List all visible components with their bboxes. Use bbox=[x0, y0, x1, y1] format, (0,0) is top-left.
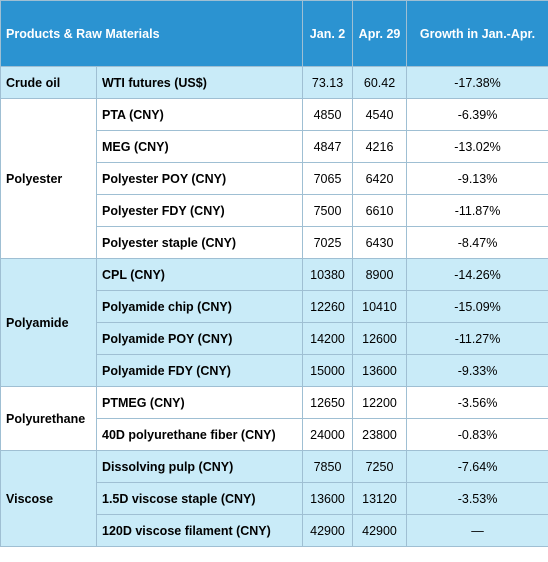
table-row: Polyester FDY (CNY) 7500 6610 -11.87% bbox=[1, 194, 548, 227]
value-cell: 73.13 bbox=[302, 66, 354, 99]
value-cell: 10410 bbox=[352, 290, 408, 323]
value-cell: 24000 bbox=[302, 418, 354, 451]
product-cell: CPL (CNY) bbox=[95, 258, 304, 291]
product-cell: Polyester staple (CNY) bbox=[95, 226, 304, 259]
table-row: Polyamide FDY (CNY) 15000 13600 -9.33% bbox=[1, 354, 548, 387]
header-cell: Products & Raw Materials bbox=[0, 0, 304, 67]
product-cell: Polyester POY (CNY) bbox=[95, 162, 304, 195]
value-cell: 14200 bbox=[302, 322, 354, 355]
value-cell: 10380 bbox=[302, 258, 354, 291]
value-cell: 12600 bbox=[352, 322, 408, 355]
value-cell: 4540 bbox=[352, 98, 408, 131]
value-cell: 13120 bbox=[352, 482, 408, 515]
table-row: 120D viscose filament (CNY) 42900 42900— bbox=[1, 514, 548, 547]
group-cell: Viscose bbox=[0, 450, 97, 547]
price-table: Products & Raw Materials Jan. 2 Apr. 29 … bbox=[0, 0, 548, 547]
value-cell: -13.02% bbox=[406, 130, 548, 163]
value-cell: 4850 bbox=[302, 98, 354, 131]
value-cell: -9.13% bbox=[406, 162, 548, 195]
table-row: Polyester PTA (CNY) 4850 4540 -6.39% bbox=[0, 98, 548, 259]
table-row: Crude oil WTI futures (US$) 73.13 60.42 -17.… bbox=[0, 66, 548, 99]
value-cell: -8.47% bbox=[406, 226, 548, 259]
table-row: Polyurethane PTMEG (CNY) 12650 12200 -3.56% bbox=[0, 386, 548, 451]
value-cell: — bbox=[406, 514, 548, 547]
value-cell: -7.64% bbox=[406, 450, 548, 483]
product-cell: PTA (CNY) bbox=[95, 98, 304, 131]
value-cell: 13600 bbox=[352, 354, 408, 387]
table-row: Polyamide CPL (CNY) 10380 8900 -14.26% bbox=[0, 258, 548, 387]
value-cell: -11.87% bbox=[406, 194, 548, 227]
header-cell: Jan. 2 bbox=[302, 0, 354, 67]
value-cell: 6610 bbox=[352, 194, 408, 227]
product-cell: MEG (CNY) bbox=[95, 130, 304, 163]
value-cell: 4216 bbox=[352, 130, 408, 163]
value-cell: 12650 bbox=[302, 386, 354, 419]
header-cell: Apr. 29 bbox=[352, 0, 408, 67]
header-row: Products & Raw Materials Jan. 2 Apr. 29 … bbox=[0, 0, 548, 67]
value-cell: 8900 bbox=[352, 258, 408, 291]
group-cell: Polyester bbox=[0, 98, 97, 259]
product-cell: Polyamide POY (CNY) bbox=[95, 322, 304, 355]
value-cell: 15000 bbox=[302, 354, 354, 387]
table-row: Polyamide POY (CNY) 14200 12600 -11.27% bbox=[1, 322, 548, 355]
table-body: Crude oil WTI futures (US$) 73.13 60.42 -17.… bbox=[0, 66, 548, 547]
product-cell: Polyamide FDY (CNY) bbox=[95, 354, 304, 387]
value-cell: 7500 bbox=[302, 194, 354, 227]
value-cell: 42900 bbox=[302, 514, 354, 547]
value-cell: -14.26% bbox=[406, 258, 548, 291]
header-cell: Growth in Jan.-Apr. bbox=[406, 0, 548, 67]
value-cell: 7250 bbox=[352, 450, 408, 483]
value-cell: 12260 bbox=[302, 290, 354, 323]
value-cell: -9.33% bbox=[406, 354, 548, 387]
value-cell: 23800 bbox=[352, 418, 408, 451]
product-cell: 40D polyurethane fiber (CNY) bbox=[95, 418, 304, 451]
value-cell: 7065 bbox=[302, 162, 354, 195]
group-cell: Polyamide bbox=[0, 258, 97, 387]
value-cell: 6420 bbox=[352, 162, 408, 195]
product-cell: 1.5D viscose staple (CNY) bbox=[95, 482, 304, 515]
group-cell: Polyurethane bbox=[0, 386, 97, 451]
value-cell: 60.42 bbox=[352, 66, 408, 99]
value-cell: -15.09% bbox=[406, 290, 548, 323]
product-cell: 120D viscose filament (CNY) bbox=[95, 514, 304, 547]
table-row: MEG (CNY) 4847 4216 -13.02% bbox=[1, 130, 548, 163]
value-cell: 4847 bbox=[302, 130, 354, 163]
value-cell: -3.56% bbox=[406, 386, 548, 419]
table-row: Polyester POY (CNY) 7065 6420 -9.13% bbox=[1, 162, 548, 195]
product-cell: PTMEG (CNY) bbox=[95, 386, 304, 419]
product-cell: Dissolving pulp (CNY) bbox=[95, 450, 304, 483]
value-cell: -3.53% bbox=[406, 482, 548, 515]
product-cell: Polyester FDY (CNY) bbox=[95, 194, 304, 227]
value-cell: -6.39% bbox=[406, 98, 548, 131]
product-cell: WTI futures (US$) bbox=[95, 66, 304, 99]
value-cell: -17.38% bbox=[406, 66, 548, 99]
table-row: 1.5D viscose staple (CNY) 13600 13120 -3.53… bbox=[1, 482, 548, 515]
value-cell: -0.83% bbox=[406, 418, 548, 451]
value-cell: 7850 bbox=[302, 450, 354, 483]
value-cell: 42900 bbox=[352, 514, 408, 547]
value-cell: 7025 bbox=[302, 226, 354, 259]
table-header: Products & Raw Materials Jan. 2 Apr. 29 … bbox=[0, 0, 548, 67]
value-cell: 13600 bbox=[302, 482, 354, 515]
table-row: Polyamide chip (CNY) 12260 10410 -15.09% bbox=[1, 290, 548, 323]
group-cell: Crude oil bbox=[0, 66, 97, 99]
table-row: Viscose Dissolving pulp (CNY) 7850 7250 -7.6… bbox=[0, 450, 548, 547]
value-cell: -11.27% bbox=[406, 322, 548, 355]
product-cell: Polyamide chip (CNY) bbox=[95, 290, 304, 323]
value-cell: 6430 bbox=[352, 226, 408, 259]
table-row: Polyester staple (CNY) 7025 6430 -8.47% bbox=[1, 226, 548, 259]
value-cell: 12200 bbox=[352, 386, 408, 419]
